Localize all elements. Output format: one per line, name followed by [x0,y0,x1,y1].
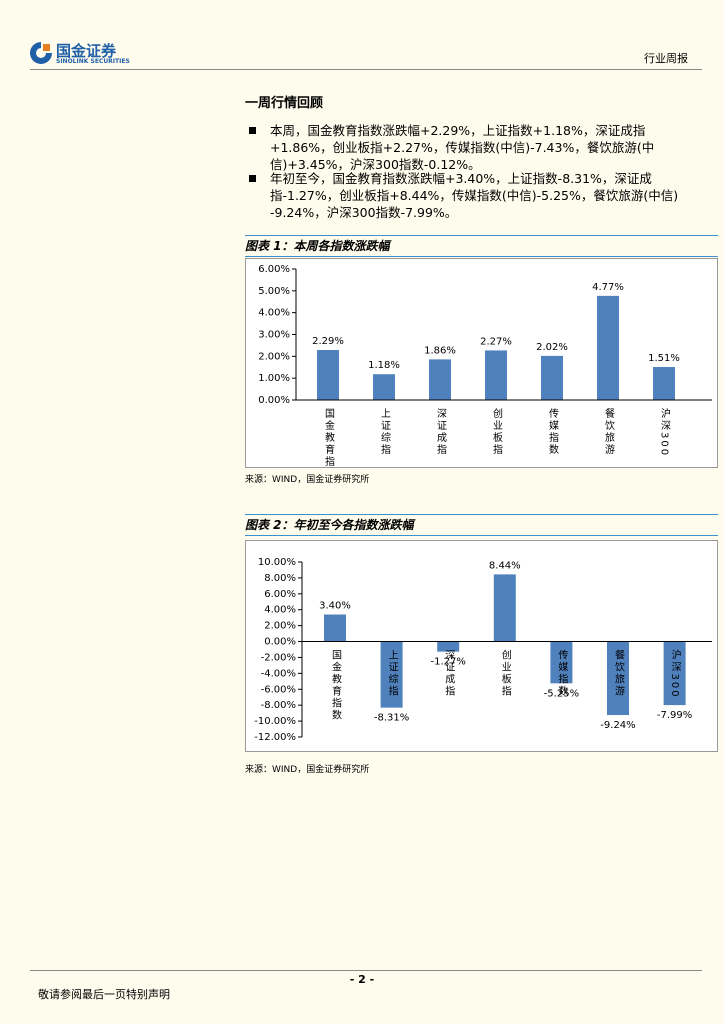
y-tick-label: -4.00% [261,668,296,679]
bar [597,295,619,400]
x-tick-label: 传媒指数 [547,408,559,456]
data-label: -7.99% [657,710,692,721]
bar [541,355,563,400]
section-title: 一周行情回顾 [245,96,324,111]
source: 来源：WIND，国金证券研究所 [245,765,370,775]
y-tick-label: -12.00% [254,732,296,743]
y-tick-label: 2.00% [258,351,290,362]
source: 来源：WIND，国金证券研究所 [245,475,370,485]
data-label: 2.29% [312,336,344,347]
y-tick-label: 4.00% [264,605,296,616]
x-tick-label: 上证综指 [386,649,398,697]
x-tick-label: 深证成指 [435,408,447,456]
x-tick-label: 创业板指 [491,407,503,456]
data-label: 1.18% [368,360,400,371]
bar [429,359,451,400]
data-label: 1.86% [424,345,456,356]
x-tick-label: 国金教育指数 [330,649,342,721]
bar [653,367,675,400]
logo-subtext: SINOLINK SECURITIES [56,58,130,65]
logo-text: 国金证券 [56,42,117,60]
y-tick-label: 8.00% [264,573,296,584]
x-tick-label: 国金教育指数 [323,408,335,468]
y-tick-label: -10.00% [254,716,296,727]
chart-title: 图表 2：年初至今各指数涨跌幅 [245,514,718,536]
y-tick-label: -2.00% [261,652,296,663]
data-label: 2.27% [480,336,512,347]
y-tick-label: -8.00% [261,700,296,711]
bar [550,641,573,684]
data-label: 8.44% [489,560,521,571]
report-type: 行业周报 [644,52,688,65]
x-tick-label: 上证综指 [379,408,391,456]
bar [663,641,686,706]
x-tick-label: 餐饮旅游 [603,407,615,456]
data-label: 3.40% [319,601,351,612]
x-tick-label: 沪深300 [659,407,671,457]
data-label: -5.25% [544,688,579,699]
bar [485,350,507,400]
page-number: - 2 - [349,973,375,986]
x-tick-label: 深证成指 [443,649,455,697]
bar [373,374,395,400]
bar [324,614,346,642]
data-label: 1.51% [648,353,680,364]
y-tick-label: 5.00% [258,286,290,297]
disclaimer: 敬请参阅最后一页特别声明 [38,988,170,1001]
y-tick-label: 10.00% [258,557,296,568]
x-tick-label: 餐饮旅游 [613,648,625,697]
y-tick-label: 6.00% [258,264,290,275]
y-tick-label: 1.00% [258,373,290,384]
bar [437,641,460,652]
bar [380,641,403,708]
y-tick-label: 0.00% [264,637,296,648]
data-label: 4.77% [592,282,624,293]
data-label: -9.24% [600,720,635,731]
x-tick-label: 沪深300 [669,648,681,698]
y-tick-label: 2.00% [264,621,296,632]
chart: -12.00% -10.00% -8.00% -6.00% -4.00% -2.00% 0.… [245,540,718,752]
bar [317,350,339,400]
y-tick-label: -6.00% [261,684,296,695]
y-tick-label: 6.00% [264,589,296,600]
chart: 0.00% 1.00% 2.00% 3.00% 4.00% 5.00% 6.00% 2.29%… [245,258,718,468]
bullet: 本周，国金教育指数涨跌幅+2.29%，上证指数+1.18%，深证成指+1.86%… [245,122,700,173]
x-tick-label: 传媒指数 [556,649,568,697]
data-label: -8.31% [374,713,409,724]
chart-title: 图表 1：本周各指数涨跌幅 [245,235,718,257]
y-tick-label: 3.00% [258,330,290,341]
bar [493,574,516,642]
footer-rule [30,970,702,971]
y-tick-label: 4.00% [258,308,290,319]
x-tick-label: 创业板指 [499,648,511,697]
y-tick-label: 0.00% [258,395,290,406]
data-label: 2.02% [536,342,568,353]
data-label: -1.27% [431,657,466,668]
bullet: 年初至今，国金教育指数涨跌幅+3.40%，上证指数-8.31%，深证成指-1.2… [245,170,700,221]
bar [607,641,629,716]
logo-icon [30,42,52,64]
header-rule [30,69,702,70]
